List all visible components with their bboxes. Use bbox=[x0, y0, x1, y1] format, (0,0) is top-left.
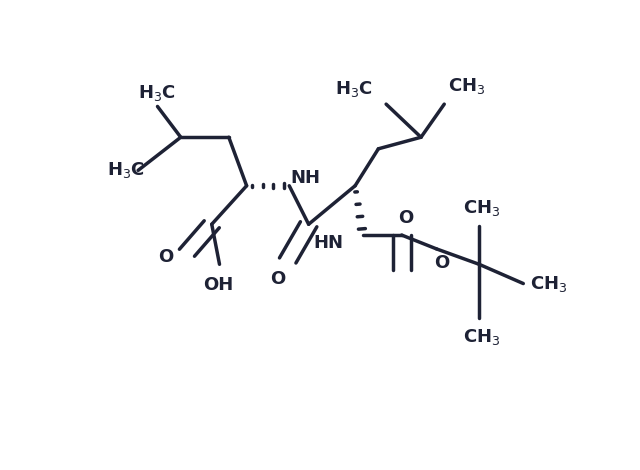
Text: O: O bbox=[270, 270, 285, 289]
Text: O: O bbox=[157, 248, 173, 266]
Text: O: O bbox=[434, 254, 449, 272]
Text: H$_3$C: H$_3$C bbox=[107, 160, 145, 180]
Text: CH$_3$: CH$_3$ bbox=[463, 198, 500, 218]
Text: H$_3$C: H$_3$C bbox=[335, 79, 373, 99]
Text: OH: OH bbox=[203, 276, 233, 294]
Text: CH$_3$: CH$_3$ bbox=[448, 77, 486, 96]
Text: NH: NH bbox=[291, 169, 321, 187]
Text: CH$_3$: CH$_3$ bbox=[463, 328, 500, 347]
Text: H$_3$C: H$_3$C bbox=[138, 83, 176, 102]
Text: HN: HN bbox=[314, 234, 344, 252]
Text: CH$_3$: CH$_3$ bbox=[529, 274, 567, 294]
Text: O: O bbox=[398, 209, 413, 227]
